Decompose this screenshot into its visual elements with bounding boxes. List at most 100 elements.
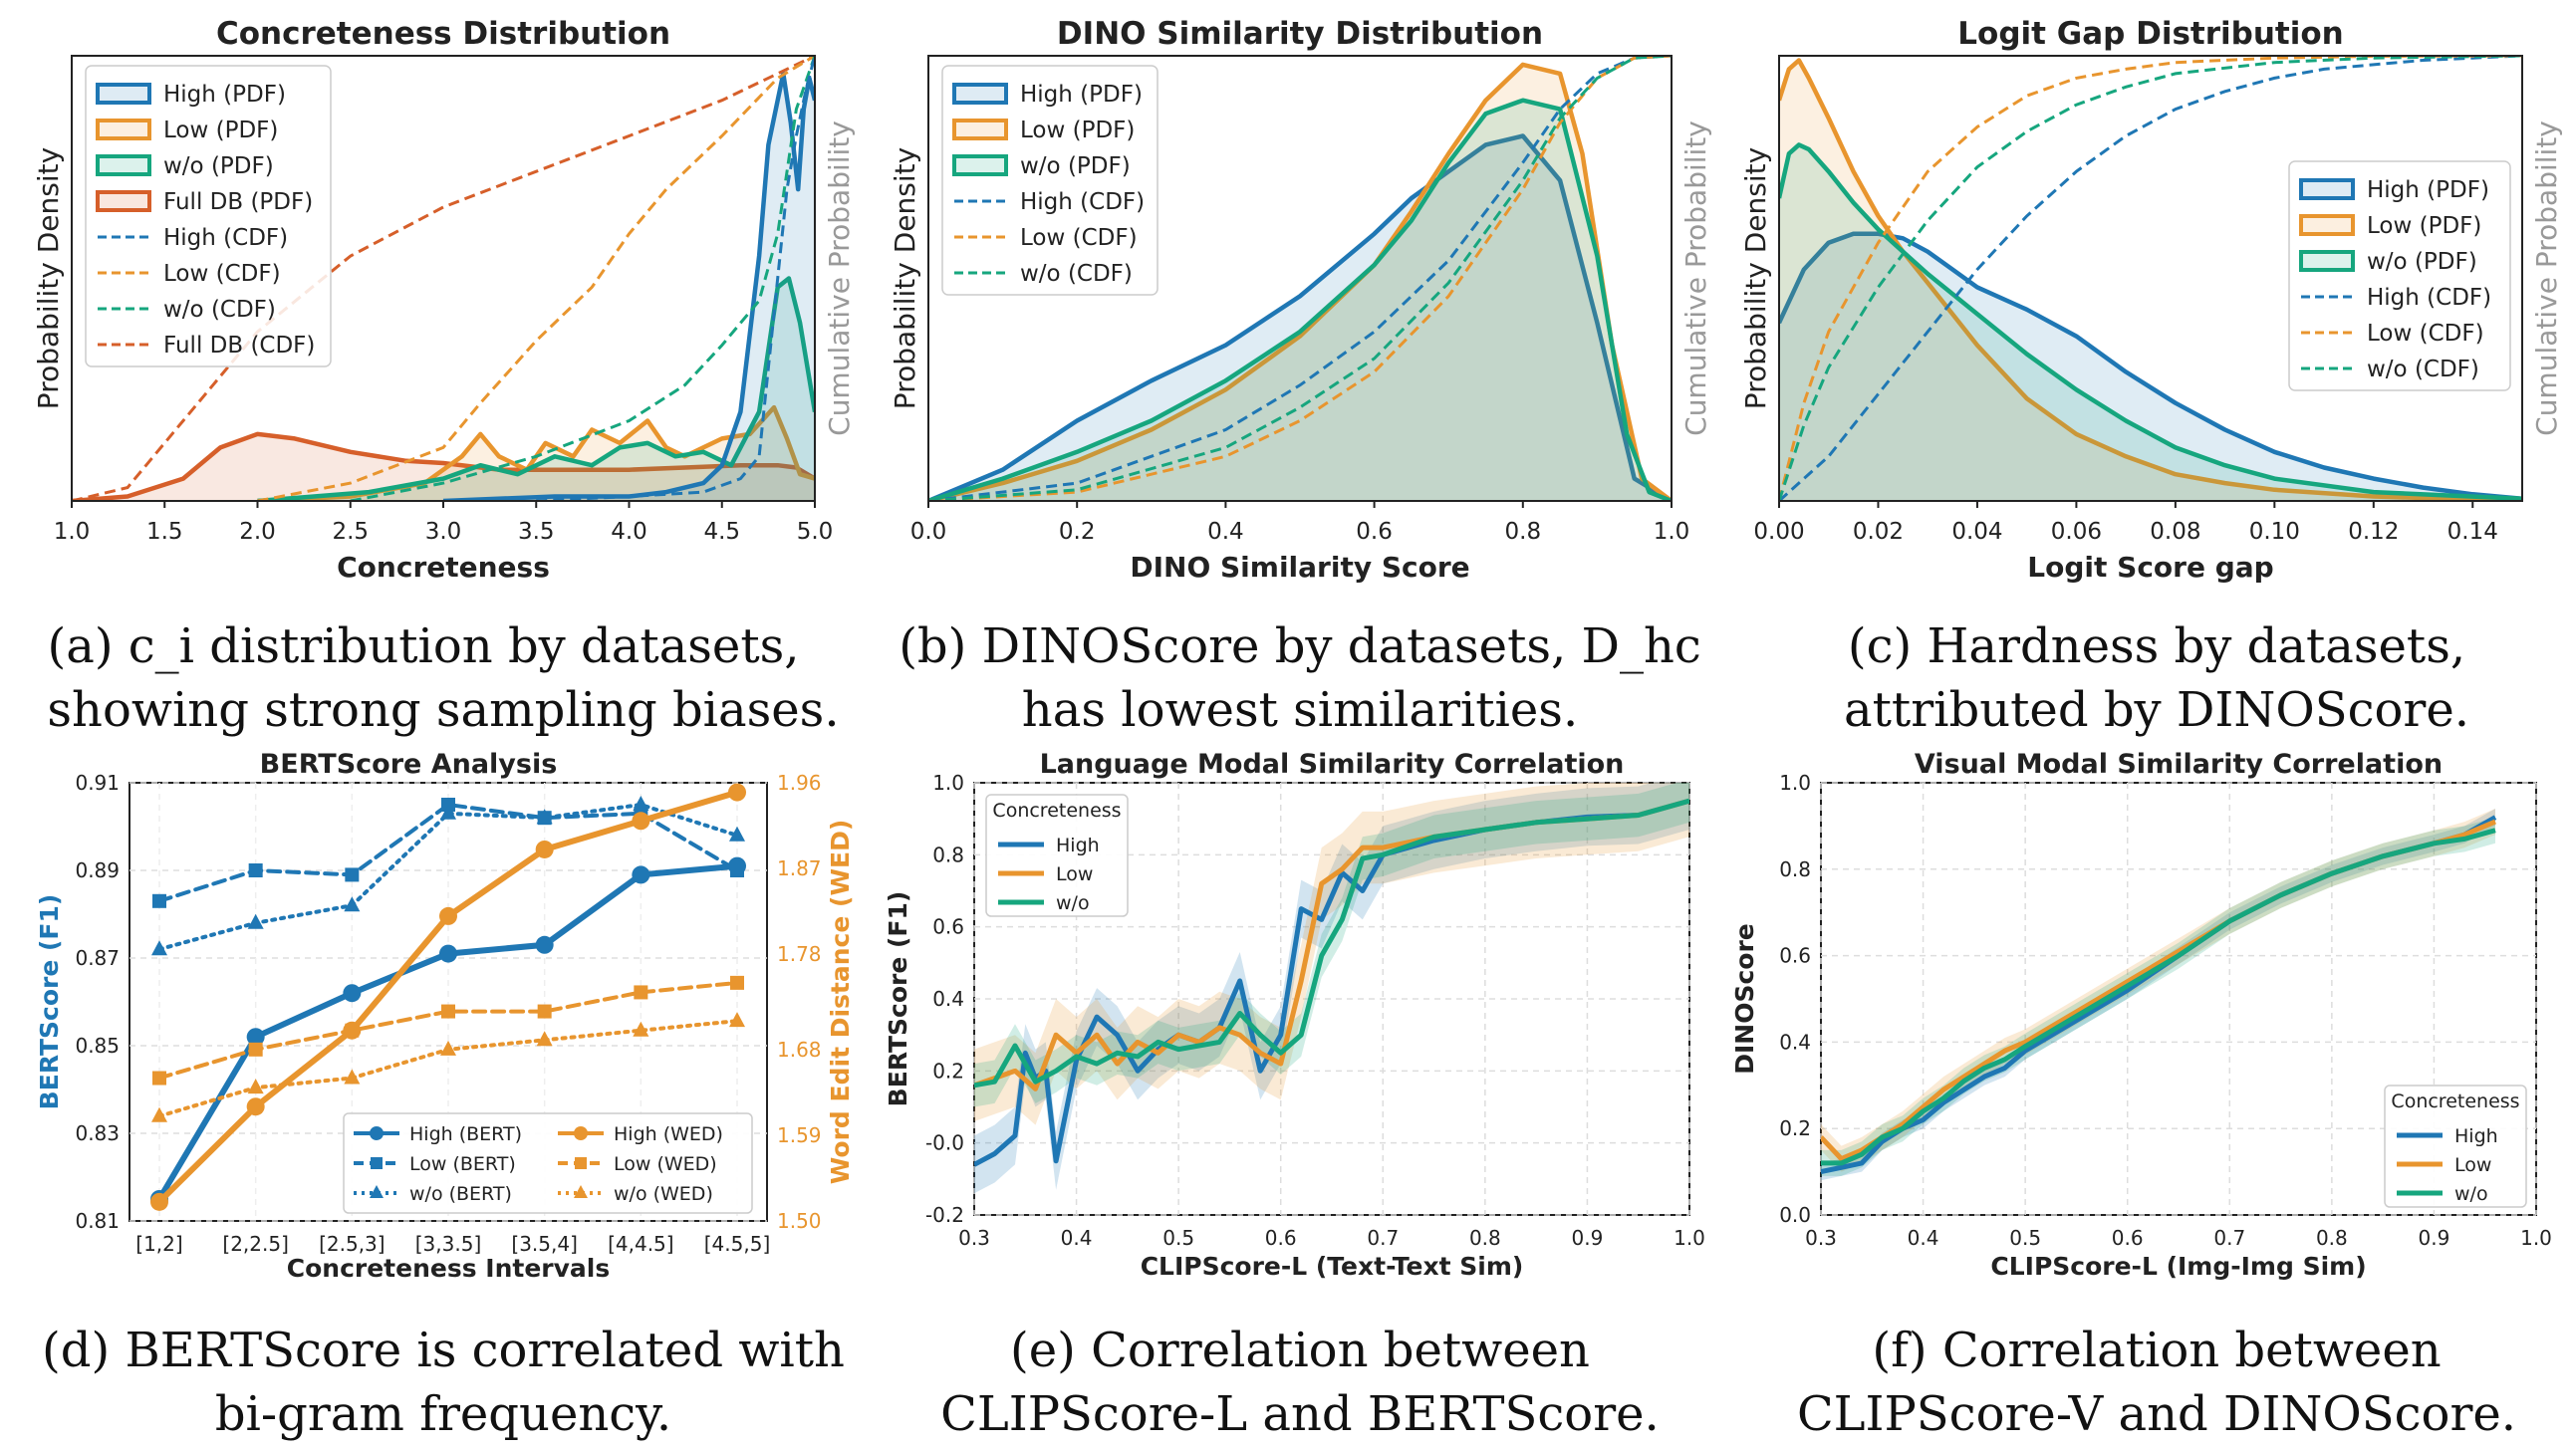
caption-b-line2: has lowest similarities. [1022,682,1578,738]
x-tick-label: 0.04 [1951,519,2002,545]
x-tick-label: 0.5 [1162,1226,1194,1250]
legend-label: w/o (BERT) [409,1183,512,1205]
x-axis-label: CLIPScore-L (Text-Text Sim) [1141,1252,1524,1281]
y-tick-label: 0.0 [1779,1203,1811,1227]
legend-label: Full DB (PDF) [163,189,313,215]
chart-d: 0.81 0.83 0.85 0.87 0.89 0.91 1.50 1.59 1.68 1.78… [35,749,855,1283]
data-point [151,940,167,956]
y2-tick-label: 1.78 [777,942,822,966]
legend-label: High (CDF) [163,225,288,251]
pdf-area-high [1779,233,2522,501]
data-point [247,913,264,929]
x-axis-label: CLIPScore-L (Img-Img Sim) [1990,1252,2366,1281]
x-axis-label: DINO Similarity Score [1130,551,1469,584]
legend-label: Low (PDF) [2367,213,2481,239]
caption-f-line1: (f) Correlation between [1872,1323,2441,1378]
y-tick-label: -0.2 [925,1203,964,1227]
legend-label: Low (BERT) [409,1153,516,1175]
chart-title: Logit Gap Distribution [1957,16,2343,52]
pdf-line-wo [928,98,1672,501]
y-tick-label: 0.85 [75,1034,120,1058]
caption-d-line1: (d) BERTScore is correlated with [42,1323,845,1378]
legend-label: High [2454,1125,2498,1147]
y-axis-label: Probability Density [32,147,65,409]
y-tick-label: 0.4 [1779,1030,1811,1054]
cdf-line-high [928,56,1672,501]
data-point [246,1097,265,1116]
legend-label: High (CDF) [2367,285,2491,311]
caption-f-line2: CLIPScore-V and DINOScore. [1797,1386,2516,1442]
data-point [345,1023,360,1038]
legend-swatch [96,119,151,140]
x-tick-label: 0.4 [1207,519,1244,545]
legend-label: High [1056,835,1100,856]
data-point [536,809,553,825]
x-tick-label: [3,3.5] [415,1232,482,1256]
legend-label: Full DB (CDF) [163,333,315,359]
y2-axis-label: Cumulative Probability [1679,121,1712,436]
data-point [729,826,745,842]
data-point [248,1042,263,1057]
legend-marker [370,1185,384,1198]
data-point [728,783,746,802]
legend-marker [371,1157,383,1169]
y-tick-label: 1.0 [1779,771,1811,795]
legend-title: Concreteness [2391,1090,2519,1112]
legend-label: Low (CDF) [2367,321,2484,347]
data-point [632,812,650,831]
legend: High (PDF) Low (PDF) w/o (PDF) High (CDF) Lo… [941,65,1159,296]
data-point [729,1012,745,1028]
data-point [151,1106,167,1122]
y-tick-label: 0.81 [75,1209,120,1233]
data-point [535,840,554,858]
x-tick-label: 1.0 [1654,519,1690,545]
x-tick-label: 1.0 [54,519,91,545]
x-tick-label: 0.14 [2447,519,2498,545]
data-point [344,896,361,912]
chart-c: 0.00 0.02 0.04 0.06 0.08 0.10 0.12 0.14 Logit Ga… [1739,16,2563,584]
x-tick-label: 0.0 [910,519,947,545]
legend-swatch [96,83,151,105]
legend-label: w/o (PDF) [1020,153,1131,179]
cdf-line-wo [1779,56,2522,501]
y-tick-label: 0.8 [932,843,964,866]
y2-axis-label: Cumulative Probability [823,121,856,436]
x-tick-label: [4.5,5] [704,1232,771,1256]
x-tick-label: 0.3 [1805,1226,1837,1250]
chart-c-plot-area [1779,56,2522,501]
legend-box [343,1112,753,1214]
caption-c-line2: attributed by DINOScore. [1844,682,2469,738]
caption-a-line2: showing strong sampling biases. [47,682,839,738]
legend-label: w/o (CDF) [1020,261,1133,287]
x-axis-label: Concreteness Intervals [287,1254,611,1283]
pdf-area-low [257,407,815,501]
data-point [439,944,457,963]
chart-f: 0.0 0.2 0.4 0.6 0.8 1.0 0.3 0.4 0.5 0.6 0.7 0.8 0.9 1… [1730,749,2552,1281]
legend-title: Concreteness [992,800,1121,822]
legend-label: w/o (PDF) [163,153,274,179]
data-point [440,804,456,820]
y-axis-label: DINOScore [1730,923,1759,1075]
x-tick-label: 4.5 [703,519,740,545]
series-line-wo [1821,828,2496,1166]
series-line-wo [974,798,1689,1089]
y-tick-label: 0.89 [75,858,120,882]
chart-title: DINO Similarity Distribution [1057,16,1543,52]
x-tick-label: 1.0 [1674,1226,1705,1250]
legend-label: Low (CDF) [163,261,281,287]
pdf-line-low [257,404,815,501]
chart-a: 1.0 1.5 2.0 2.5 3.0 3.5 4.0 4.5 5.0 Concreteness … [32,16,856,584]
data-point [439,906,457,925]
legend-box [85,65,332,367]
x-tick-label: [2.5,3] [319,1232,386,1256]
x-tick-label: 0.4 [1061,1226,1093,1250]
data-point [150,1192,168,1211]
pdf-area-wo [928,100,1672,501]
legend-marker [574,1185,588,1198]
legend-swatch [96,154,151,176]
y-tick-label: 1.0 [932,771,964,795]
cdf-line-full [72,56,815,501]
data-point [152,1071,166,1086]
data-point [248,863,263,877]
